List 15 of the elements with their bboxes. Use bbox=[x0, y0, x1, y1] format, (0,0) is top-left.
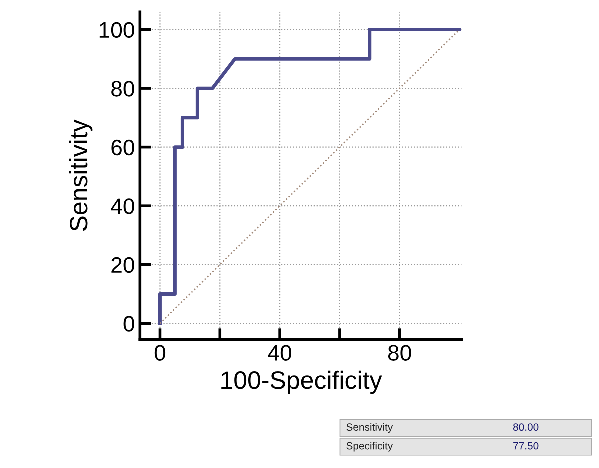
x-axis-title: 100-Specificity bbox=[222, 370, 382, 394]
y-axis-title: Sensitivity bbox=[69, 120, 93, 232]
text: 80.00 bbox=[513, 424, 539, 432]
y-tick-label: 100 bbox=[100, 22, 134, 38]
text: Sensitivity bbox=[346, 423, 394, 434]
y-tick-label: 40 bbox=[111, 198, 134, 214]
text: 77.50 bbox=[514, 442, 539, 450]
x-tick-label: 80 bbox=[388, 345, 412, 361]
x-tick-label: 40 bbox=[268, 345, 292, 361]
x-tick-label: 0 bbox=[154, 345, 166, 361]
text: Specificity bbox=[346, 442, 394, 452]
y-tick-label: 20 bbox=[112, 257, 134, 274]
y-tick-label: 80 bbox=[112, 81, 134, 97]
y-tick-label: 60 bbox=[112, 140, 134, 156]
y-tick-label: 0 bbox=[124, 316, 134, 332]
